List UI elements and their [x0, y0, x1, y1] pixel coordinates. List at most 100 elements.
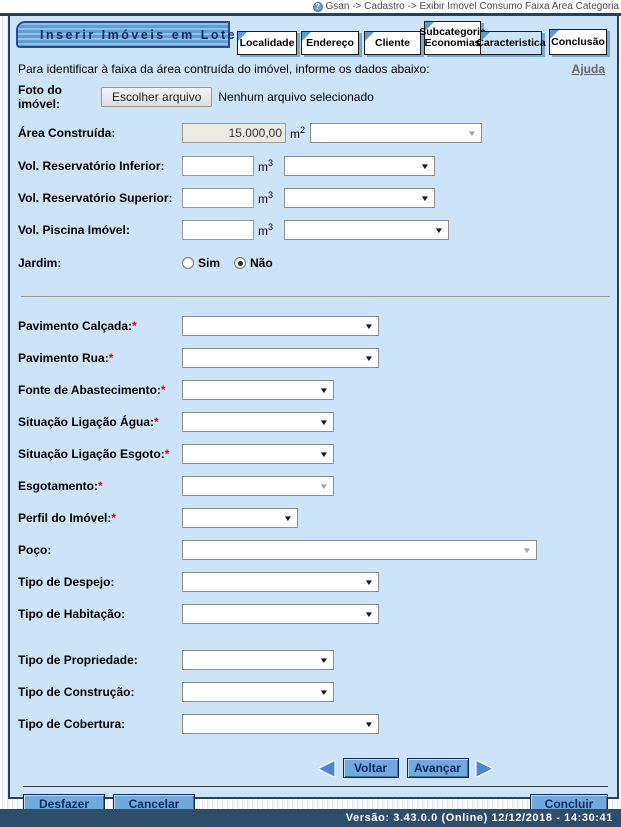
dropdown-arrow-icon: ▼ [363, 353, 375, 363]
dropdown-arrow-icon: ▼ [318, 385, 330, 395]
esgotamento-label: Esgotamento:* [18, 479, 103, 493]
pavimento-rua-label: Pavimento Rua:* [18, 351, 114, 365]
section-divider [21, 296, 610, 297]
photo-label: Foto do imóvel: [18, 83, 62, 111]
header-divider [0, 13, 621, 16]
tipo-cobertura-row: Tipo de Cobertura:* ▼ [18, 714, 617, 734]
unit-m3: m3 [258, 190, 274, 206]
tipo-habitacao-row: Tipo de Habitação:* ▼ [18, 604, 617, 624]
back-arrow-icon[interactable]: ◀ [319, 757, 335, 779]
avancar-button[interactable]: Avançar [406, 758, 469, 778]
vol-reservatorio-inferior-select[interactable]: ▼ [284, 156, 436, 176]
jardim-radio-nao[interactable]: Não [234, 256, 273, 270]
situacao-ligacao-esgoto-row: Situação Ligação Esgoto:* ▼ [18, 444, 617, 464]
situacao-ligacao-esgoto-label: Situação Ligação Esgoto:* [18, 447, 170, 461]
vol-reservatorio-superior-label: Vol. Reservatório Superior: [18, 191, 173, 205]
situacao-ligacao-esgoto-select[interactable]: ▼ [182, 444, 334, 464]
dropdown-arrow-icon: ▼ [318, 449, 330, 459]
unit-m3: m3 [258, 222, 274, 238]
situacao-ligacao-agua-label: Situação Ligação Água:* [18, 415, 159, 429]
tipo-propriedade-select[interactable]: ▼ [182, 650, 334, 670]
pavimento-calcada-label: Pavimento Calçada:* [18, 319, 137, 333]
jardim-label: Jardim: [18, 256, 62, 270]
tipo-despejo-row: Tipo de Despejo:* ▼ [18, 572, 617, 592]
situacao-ligacao-agua-row: Situação Ligação Água:* ▼ [18, 412, 617, 432]
dropdown-arrow-icon: ▼ [318, 655, 330, 665]
vol-reservatorio-superior-row: Vol. Reservatório Superior: m3 ▼ [18, 188, 617, 208]
dropdown-arrow-icon: ▼ [282, 513, 294, 523]
area-faixa-select: ▼ [310, 123, 483, 143]
tab-conclusao[interactable]: Conclusão [549, 29, 607, 55]
jardim-radio-sim[interactable]: Sim [182, 256, 220, 270]
tipo-despejo-select[interactable]: ▼ [182, 572, 379, 592]
situacao-ligacao-agua-select[interactable]: ▼ [182, 412, 334, 432]
pavimento-rua-select[interactable]: ▼ [182, 348, 379, 368]
version-bar: Versão: 3.43.0.0 (Online) 12/12/2018 - 1… [0, 809, 621, 827]
dropdown-arrow-icon: ▼ [318, 687, 330, 697]
dropdown-arrow-icon: ▼ [419, 161, 431, 171]
wizard-header: Inserir Imóveis em Lote Localidade Ender… [10, 16, 617, 60]
tab-endereco[interactable]: Endereço [301, 31, 359, 55]
dropdown-arrow-icon: ▼ [363, 609, 375, 619]
poco-select: ▼ [182, 540, 537, 560]
dropdown-arrow-icon: ▼ [363, 719, 375, 729]
vol-reservatorio-inferior-row: Vol. Reservatório Inferior: m3 ▼ [18, 156, 617, 176]
dropdown-arrow-icon: ▼ [419, 193, 431, 203]
tipo-cobertura-label: Tipo de Cobertura:* [18, 717, 126, 731]
tipo-construcao-row: Tipo de Construção:* ▼ [18, 682, 617, 702]
vol-reservatorio-superior-select[interactable]: ▼ [284, 188, 436, 208]
esgotamento-row: Esgotamento:* ▼ [18, 476, 617, 496]
perfil-imovel-label: Perfil do Imóvel:* [18, 511, 117, 525]
vol-piscina-input[interactable] [182, 220, 254, 240]
radio-icon [234, 257, 247, 269]
pavimento-calcada-select[interactable]: ▼ [182, 316, 379, 336]
tipo-construcao-select[interactable]: ▼ [182, 682, 334, 702]
dropdown-arrow-icon: ▼ [433, 225, 445, 235]
dropdown-arrow-icon: ▼ [363, 577, 375, 587]
file-status: Nenhum arquivo selecionado [218, 90, 374, 104]
choose-file-button[interactable]: Escolher arquivo [101, 87, 213, 107]
page-title: Inserir Imóveis em Lote [16, 21, 235, 48]
tipo-despejo-label: Tipo de Despejo:* [18, 575, 115, 589]
tipo-habitacao-label: Tipo de Habitação:* [18, 607, 126, 621]
dropdown-arrow-icon: ▼ [363, 321, 375, 331]
breadcrumb-text: Gsan -> Cadastro -> Exibir Imovel Consum… [325, 0, 619, 12]
tipo-propriedade-label: Tipo de Propriedade:* [18, 653, 138, 667]
breadcrumb: ? Gsan -> Cadastro -> Exibir Imovel Cons… [0, 0, 621, 13]
help-link[interactable]: Ajuda [571, 62, 605, 76]
fonte-abastecimento-row: Fonte de Abastecimento:* ▼ [18, 380, 617, 400]
fonte-abastecimento-select[interactable]: ▼ [182, 380, 334, 400]
dropdown-arrow-icon: ▼ [318, 481, 330, 491]
tab-localidade[interactable]: Localidade [237, 31, 297, 55]
tab-cliente[interactable]: Cliente [364, 31, 421, 55]
area-construida-label: Área Construída: [18, 126, 116, 140]
area-construida-input [182, 123, 286, 143]
tipo-cobertura-select[interactable]: ▼ [182, 714, 379, 734]
dropdown-arrow-icon: ▼ [318, 417, 330, 427]
vol-piscina-label: Vol. Piscina Imóvel: [18, 223, 130, 237]
dropdown-arrow-icon: ▼ [521, 545, 533, 555]
form-content: Para identificar à faixa da área contruí… [10, 60, 617, 816]
footer-divider [23, 786, 608, 787]
vol-reservatorio-superior-input[interactable] [182, 188, 254, 208]
tipo-habitacao-select[interactable]: ▼ [182, 604, 379, 624]
characteristic-form-panel: Inserir Imóveis em Lote Localidade Ender… [8, 16, 619, 814]
vol-reservatorio-inferior-label: Vol. Reservatório Inferior: [18, 159, 165, 173]
dropdown-arrow-icon: ▼ [466, 128, 478, 138]
help-bubble-icon: ? [312, 1, 323, 12]
perfil-imovel-select[interactable]: ▼ [182, 508, 298, 528]
vol-piscina-select[interactable]: ▼ [284, 220, 450, 240]
vol-piscina-row: Vol. Piscina Imóvel: m3 ▼ [18, 220, 617, 240]
intro-text: Para identificar à faixa da área contruí… [18, 62, 430, 76]
vol-reservatorio-inferior-input[interactable] [182, 156, 254, 176]
photo-row: Foto do imóvel: Escolher arquivo Nenhum … [18, 83, 617, 111]
area-construida-row: Área Construída: m2 ▼ [18, 123, 617, 143]
tipo-construcao-label: Tipo de Construção:* [18, 685, 135, 699]
voltar-button[interactable]: Voltar [342, 758, 399, 778]
pavimento-calcada-row: Pavimento Calçada:* ▼ [18, 316, 617, 336]
forward-arrow-icon[interactable]: ▶ [476, 757, 492, 779]
perfil-imovel-row: Perfil do Imóvel:* ▼ [18, 508, 617, 528]
jardim-row: Jardim: Sim Não [18, 254, 617, 272]
tab-subcategoria-economias[interactable]: Subcategoria Economias [419, 21, 486, 55]
tab-caracteristica[interactable]: Caracteristica [476, 31, 546, 55]
